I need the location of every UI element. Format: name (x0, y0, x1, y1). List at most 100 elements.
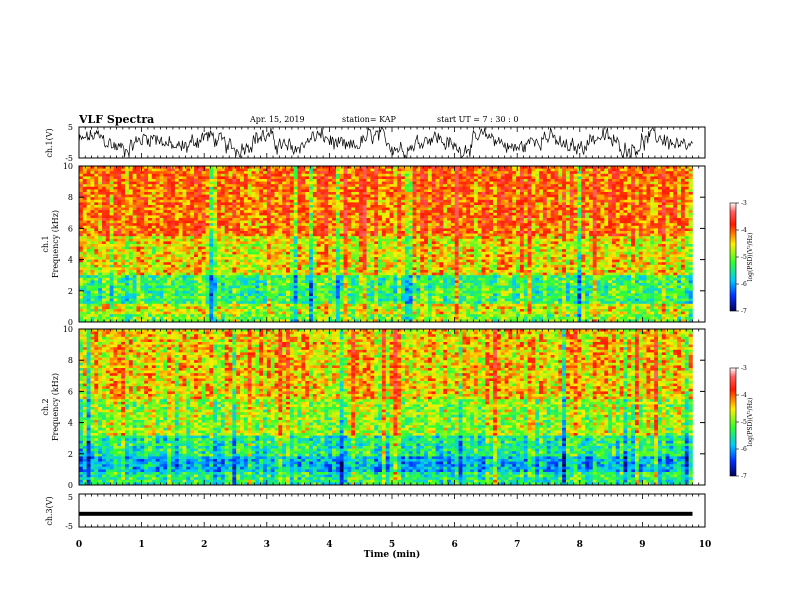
spectrogram-cell (91, 231, 95, 234)
spectrogram-cell (363, 171, 367, 174)
spectrogram-cell (336, 171, 340, 174)
spectrogram-cell (378, 210, 382, 213)
spectrogram-cell (263, 231, 267, 234)
spectrogram-cell (305, 174, 309, 177)
spectrogram-cell (666, 213, 670, 216)
spectrogram-cell (604, 200, 608, 203)
spectrogram-cell (324, 197, 328, 200)
spectrogram-cell (225, 205, 229, 208)
spectrogram-cell (328, 231, 332, 234)
spectrogram-cell (397, 195, 401, 198)
spectrogram-cell (198, 171, 202, 174)
spectrogram-cell (447, 208, 451, 211)
spectrogram-cell (489, 213, 493, 216)
spectrogram-cell (183, 210, 187, 213)
spectrogram-cell (401, 241, 405, 244)
spectrogram-cell (654, 208, 658, 211)
spectrogram-cell (589, 223, 593, 226)
spectrogram-cell (332, 197, 336, 200)
spectrogram-cell (240, 234, 244, 237)
spectrogram-cell (106, 182, 110, 185)
spectrogram-cell (167, 176, 171, 179)
spectrogram-cell (114, 244, 118, 247)
spectrogram-cell (616, 208, 620, 211)
spectrogram-cell (466, 205, 470, 208)
spectrogram-cell (190, 192, 194, 195)
spectrogram-cell (202, 176, 206, 179)
spectrogram-cell (485, 221, 489, 224)
spectrogram-cell (259, 234, 263, 237)
spectrogram-cell (597, 195, 601, 198)
spectrogram-cell (244, 189, 248, 192)
spectrogram-cell (209, 174, 213, 177)
spectrogram-cell (232, 187, 236, 190)
spectrogram-cell (497, 184, 501, 187)
spectrogram-cell (512, 174, 516, 177)
spectrogram-cell (255, 202, 259, 205)
spectrogram-cell (600, 221, 604, 224)
spectrogram-cell (133, 239, 137, 242)
spectrogram-cell (666, 226, 670, 229)
spectrogram-cell (83, 187, 87, 190)
spectrogram-cell (98, 169, 102, 172)
spectrogram-cell (317, 213, 321, 216)
spectrogram-cell (321, 208, 325, 211)
spectrogram-cell (252, 176, 256, 179)
spectrogram-cell (466, 234, 470, 237)
spectrogram-cell (413, 213, 417, 216)
spectrogram-cell (133, 234, 137, 237)
spectrogram-cell (520, 210, 524, 213)
spectrogram-cell (520, 244, 524, 247)
spectrogram-cell (589, 228, 593, 231)
spectrogram-cell (566, 182, 570, 185)
spectrogram-cell (505, 200, 509, 203)
spectrogram-cell (535, 187, 539, 190)
spectrogram-cell (662, 234, 666, 237)
spectrogram-cell (328, 244, 332, 247)
spectrogram-cell (539, 228, 543, 231)
spectrogram-cell (290, 218, 294, 221)
spectrogram-cell (447, 189, 451, 192)
spectrogram-cell (650, 241, 654, 244)
spectrogram-cell (367, 239, 371, 242)
spectrogram-cell (516, 179, 520, 182)
spectrogram-cell (336, 176, 340, 179)
spectrogram-cell (102, 169, 106, 172)
spectrogram-cell (290, 215, 294, 218)
spectrogram-cell (324, 189, 328, 192)
spectrogram-cell (439, 226, 443, 229)
spectrogram-cell (183, 205, 187, 208)
spectrogram-cell (98, 226, 102, 229)
spectrogram-cell (551, 174, 555, 177)
spectrogram-cell (340, 176, 344, 179)
spectrogram-cell (577, 221, 581, 224)
spectrogram-cell (562, 205, 566, 208)
spectrogram-cell (635, 192, 639, 195)
spectrogram-cell (344, 236, 348, 239)
spectrogram-cell (401, 213, 405, 216)
spectrogram-cell (520, 171, 524, 174)
spectrogram-cell (332, 231, 336, 234)
spectrogram-cell (209, 215, 213, 218)
spectrogram-cell (117, 200, 121, 203)
spectrogram-cell (278, 221, 282, 224)
spectrogram-cell (405, 171, 409, 174)
spectrogram-cell (133, 179, 137, 182)
spectrogram-cell (497, 205, 501, 208)
spectrogram-cell (140, 215, 144, 218)
spectrogram-cell (363, 187, 367, 190)
spectrogram-cell (117, 213, 121, 216)
spectrogram-cell (263, 205, 267, 208)
spectrogram-cell (186, 205, 190, 208)
spectrogram-cell (301, 169, 305, 172)
spectrogram-cell (608, 179, 612, 182)
spectrogram-cell (405, 205, 409, 208)
spectrogram-cell (286, 169, 290, 172)
spectrogram-cell (604, 228, 608, 231)
spectrogram-cell (677, 223, 681, 226)
spectrogram-cell (489, 208, 493, 211)
spectrogram-cell (673, 234, 677, 237)
spectrogram-cell (428, 210, 432, 213)
spectrogram-cell (654, 218, 658, 221)
spectrogram-cell (209, 221, 213, 224)
